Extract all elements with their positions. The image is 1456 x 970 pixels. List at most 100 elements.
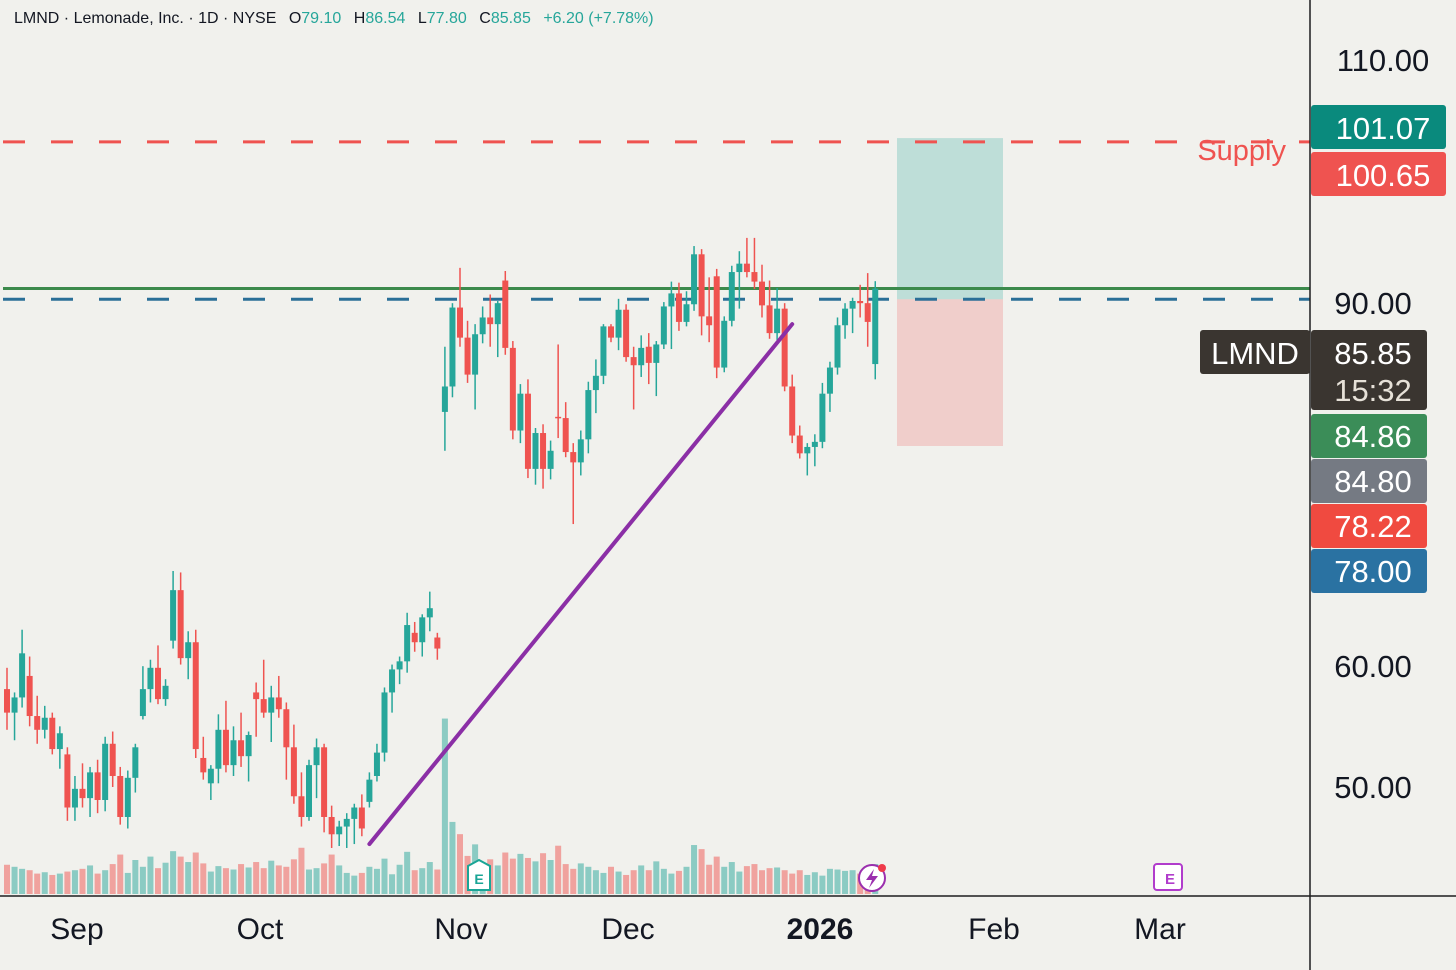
volume-bar [117, 854, 124, 894]
candle-body [26, 675, 33, 717]
candle-body [34, 716, 41, 730]
candle-body [502, 280, 509, 348]
candle-body [570, 452, 577, 463]
volume-bar [419, 868, 426, 894]
candle-body [804, 446, 811, 454]
volume-bar [34, 873, 41, 894]
candle-body [94, 772, 101, 800]
candle-body [759, 281, 765, 306]
candle [275, 675, 282, 718]
time-axis[interactable]: Sep Oct Nov Dec 2026 Feb Mar [50, 913, 1186, 946]
position-box[interactable] [897, 138, 1003, 446]
volume-bar [79, 868, 86, 894]
legend-separator: · [223, 10, 233, 27]
candle [283, 702, 290, 780]
candle-body [638, 347, 645, 366]
candle-body [736, 263, 743, 273]
candle [759, 264, 765, 318]
candle-body [721, 320, 728, 368]
candle [660, 302, 667, 350]
candle-body [321, 747, 328, 817]
volume-bar [766, 868, 773, 894]
candle [87, 766, 94, 817]
target-price-badge [1311, 105, 1446, 149]
volume-bar [774, 867, 781, 894]
volume-bar [132, 860, 139, 894]
candle-body [283, 709, 290, 748]
bar-countdown: 15:32 [1334, 373, 1412, 408]
trendline[interactable] [367, 322, 795, 847]
candle-body [230, 740, 237, 766]
candle [49, 712, 56, 755]
volume-bar [623, 874, 630, 894]
candle-body [540, 433, 547, 469]
candle [668, 281, 675, 350]
volume-bar [11, 866, 18, 894]
candle [842, 303, 849, 339]
candle [713, 268, 720, 379]
candle-body [170, 590, 177, 641]
candle-body [434, 637, 441, 649]
candle-body [472, 334, 479, 375]
candle-body [41, 717, 48, 730]
candle-body [819, 393, 826, 442]
candle [41, 705, 48, 739]
price-axis[interactable]: 110.00 90.00 60.00 50.00 [1334, 43, 1429, 805]
candle-body [487, 317, 494, 325]
candle [743, 237, 750, 278]
volume-bar [306, 869, 312, 894]
candle-body [457, 307, 463, 338]
volume-bar [540, 853, 547, 894]
candle-body [600, 326, 607, 376]
candle [781, 303, 788, 392]
volume-bar [660, 868, 667, 894]
volume-bar [71, 870, 78, 894]
y-tick: 110.00 [1337, 43, 1430, 78]
volume-bar [441, 718, 448, 894]
volume-bar [26, 870, 33, 894]
symbol-legend[interactable]: LMND · Lemonade, Inc. · 1D · NYSE O79.10… [14, 10, 654, 28]
candle [449, 303, 456, 398]
volume-bar [457, 834, 463, 894]
candle-body [185, 642, 192, 659]
candle-body [177, 590, 184, 659]
candle [826, 361, 833, 412]
y-tick: 50.00 [1334, 770, 1412, 805]
volume-bar [87, 865, 94, 894]
candle-body [608, 326, 614, 338]
calendar-icon [1153, 863, 1183, 891]
candle-body [268, 697, 275, 713]
candle-body [623, 309, 630, 358]
candle-body [313, 747, 320, 766]
supply-price-badge [1311, 152, 1446, 196]
candle [147, 659, 154, 703]
candle-body [849, 300, 856, 309]
volume-bar [781, 870, 788, 894]
candle-body [290, 747, 297, 797]
candle [177, 572, 184, 665]
candle [472, 324, 479, 410]
earnings-label: E [474, 871, 483, 887]
candle-body [449, 307, 456, 387]
candle-body [260, 699, 267, 713]
candle-body [713, 276, 720, 368]
candle [132, 743, 139, 793]
volume-bar [64, 871, 71, 894]
candle [162, 679, 169, 706]
price-levels[interactable] [3, 140, 1310, 301]
candle-body [517, 393, 524, 431]
legend-high: 86.54 [365, 10, 406, 27]
candle-body [691, 254, 698, 305]
target-price-label: 101.07 [1336, 111, 1431, 146]
candle-body [404, 625, 411, 662]
legend-high-key: H [353, 10, 366, 27]
candle [728, 265, 735, 327]
x-tick: Sep [50, 913, 103, 946]
volume-bar [336, 865, 343, 894]
volume-bar [230, 869, 237, 894]
candle [751, 237, 758, 290]
x-tick: Feb [968, 913, 1020, 946]
candle [155, 645, 161, 705]
